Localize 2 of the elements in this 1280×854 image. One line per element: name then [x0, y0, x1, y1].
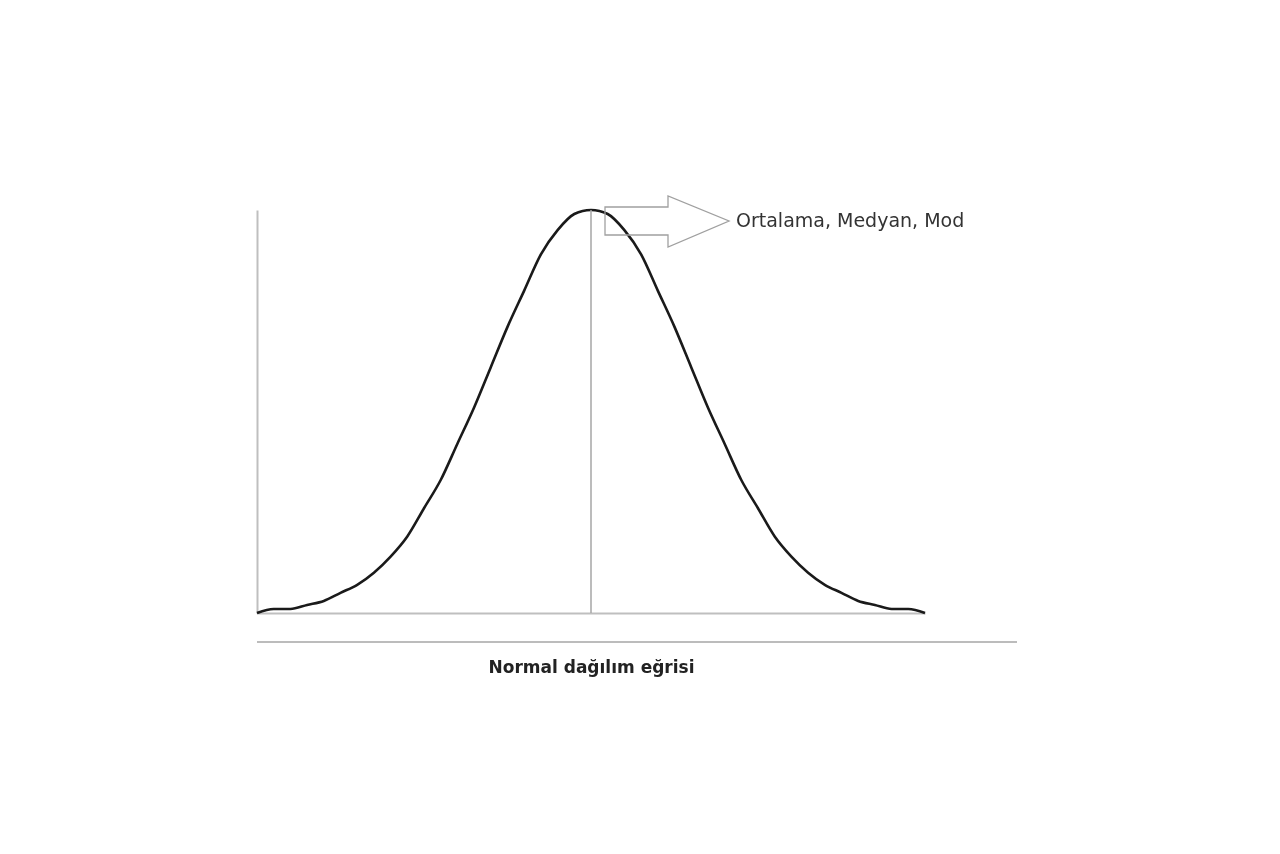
annotation: Ortalama, Medyan, Mod: [736, 209, 965, 231]
x-axis-title: Normal dağılım eğrisi: [488, 656, 695, 677]
